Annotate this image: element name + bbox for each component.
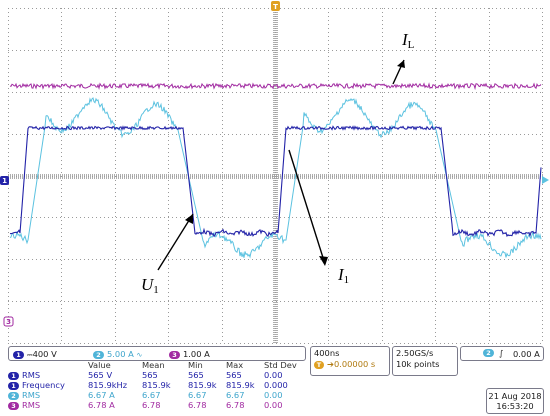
header-value: Value [88,360,111,370]
annotation-u1: U1 [141,213,194,296]
svg-text:IL: IL [401,30,415,51]
ch2-waveform [9,97,542,259]
header-max: Max [226,360,244,370]
ch2-scale[interactable]: 2 5.00 A ∿ [93,349,142,359]
svg-text:1: 1 [2,177,7,185]
svg-text:U1: U1 [141,275,159,296]
svg-text:I1: I1 [337,265,349,286]
trigger-level: 0.00 A [513,349,540,359]
sample-rate: 2.50GS/s [396,348,434,358]
trigger-position-marker[interactable]: T [271,1,280,11]
timebase-box[interactable]: 400ns T ➔0.00000 s [310,346,390,376]
table-row: 1 Frequency 815.9kHz 815.9k 815.9k 815.9k 0… [8,380,304,390]
trigger-box[interactable]: 2 ∫ 0.00 A [460,346,544,361]
status-panel: 1 ⎓400 V 2 5.00 A ∿ 3 1.00 A Value Mean Min… [8,346,544,414]
table-row: 2 RMS 6.67 A 6.67 6.67 6.67 0.00 [8,390,304,400]
waveform-display: T 1 3 IL U1 I1 [0,1,549,344]
graticule [8,8,543,344]
rising-edge-icon: ∫ [499,348,504,358]
ch3-waveform-il [9,82,542,91]
header-mean: Mean [142,360,165,370]
ch1-waveform [9,125,542,238]
datetime-box: 21 Aug 2018 16:53:20 [486,388,544,414]
annotation-il: IL [392,30,415,85]
measurement-table: Value Mean Min Max Std Dev 1 RMS 565 V 565… [8,360,304,414]
svg-text:T: T [273,3,278,11]
annotation-i1: I1 [288,149,349,286]
table-row: 3 RMS 6.78 A 6.78 6.78 6.78 0.00 [8,400,304,410]
table-row: 1 RMS 565 V 565 565 565 0.00 [8,370,304,380]
trigger-source: 2 [483,349,494,357]
timebase-value: 400ns [314,348,340,358]
ch1-scale[interactable]: 1 ⎓400 V [13,349,57,360]
ch2-trigger-level-marker[interactable] [542,176,549,184]
header-std-dev: Std Dev [264,360,297,370]
channel-scale-bar[interactable]: 1 ⎓400 V 2 5.00 A ∿ 3 1.00 A [8,346,306,361]
ch3-scale[interactable]: 3 1.00 A [169,349,210,359]
time: 16:53:20 [496,401,534,411]
ch1-ground-marker[interactable]: 1 [0,176,9,185]
trigger-position: T ➔0.00000 s [314,359,375,369]
header-min: Min [188,360,203,370]
acquisition-box[interactable]: 2.50GS/s 10k points [392,346,458,376]
record-length: 10k points [396,359,440,369]
ch3-ground-marker[interactable]: 3 [3,316,14,327]
svg-text:3: 3 [6,318,11,326]
date: 21 Aug 2018 [488,391,542,401]
